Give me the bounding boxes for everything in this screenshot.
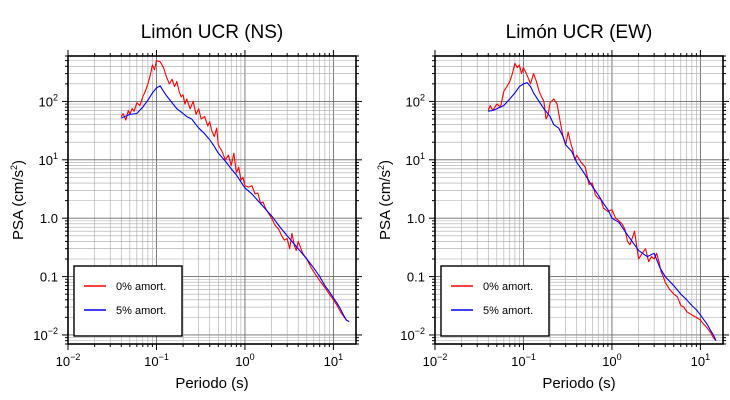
y-tick-base: 10: [39, 94, 53, 109]
y-axis-label-main: PSA (cm/s: [10, 170, 27, 240]
y-axis-label: PSA (cm/s2): [376, 160, 394, 240]
x-tick-exp: 0: [250, 352, 255, 362]
x-tick-label: 10−2: [423, 352, 448, 369]
y-tick-base: 10: [406, 153, 420, 168]
x-tick-exp: −2: [437, 352, 447, 362]
tick-marks: [62, 50, 362, 350]
x-tick-base: 10: [602, 354, 616, 369]
x-tick-label: 101: [324, 352, 343, 369]
series-group: [120, 60, 350, 322]
x-tick-exp: 1: [338, 352, 343, 362]
x-tick-label: 10−2: [56, 352, 81, 369]
tick-marks: [429, 50, 729, 350]
y-tick-label: 101: [39, 151, 58, 168]
x-tick-base: 10: [235, 354, 249, 369]
series-group: [487, 62, 717, 341]
y-tick-label: 102: [406, 92, 425, 109]
legend-box: [73, 265, 183, 337]
x-axis-label: Periodo (s): [542, 375, 615, 392]
x-tick-exp: 1: [705, 352, 710, 362]
legend: 0% amort. 5% amort.: [440, 265, 550, 337]
x-tick-base: 10: [324, 354, 338, 369]
legend: 0% amort. 5% amort.: [73, 265, 183, 337]
y-tick-exp: 2: [53, 92, 58, 102]
legend-label: 0% amort.: [483, 281, 533, 293]
x-tick-label: 10−1: [144, 352, 169, 369]
y-tick-label: 1.0: [407, 211, 425, 226]
x-tick-base: 10: [691, 354, 705, 369]
plot-frame: [434, 55, 724, 345]
legend-box: [440, 265, 550, 337]
x-tick-exp: 0: [617, 352, 622, 362]
y-tick-label: 10−2: [33, 326, 58, 343]
legend-label: 0% amort.: [116, 281, 166, 293]
x-tick-label: 100: [235, 352, 254, 369]
y-tick-text: 0.1: [40, 270, 58, 285]
y-axis-label-tail: ): [10, 160, 27, 165]
y-tick-base: 10: [406, 94, 420, 109]
chart-title: Limón UCR (NS): [141, 22, 284, 43]
x-tick-base: 10: [144, 354, 158, 369]
y-tick-label: 10−2: [400, 326, 425, 343]
y-axis-label-sup: 2: [9, 165, 19, 170]
x-tick-label: 10−1: [511, 352, 536, 369]
x-tick-exp: −2: [70, 352, 80, 362]
y-tick-label: 0.1: [40, 270, 58, 285]
x-axis-label: Periodo (s): [175, 375, 248, 392]
y-tick-base: 10: [400, 328, 414, 343]
series-line-0pct: [120, 60, 350, 322]
y-tick-text: 1.0: [40, 211, 58, 226]
y-tick-base: 10: [39, 153, 53, 168]
x-tick-exp: −1: [526, 352, 536, 362]
y-tick-exp: 1: [53, 151, 58, 161]
y-axis-label-sup: 2: [376, 165, 386, 170]
y-tick-label: 1.0: [40, 211, 58, 226]
y-tick-label: 0.1: [407, 270, 425, 285]
series-line-5pct: [121, 85, 350, 322]
y-axis-label: PSA (cm/s2): [9, 160, 27, 240]
legend-label: 5% amort.: [483, 305, 533, 317]
y-tick-base: 10: [33, 328, 47, 343]
y-tick-text: 0.1: [407, 270, 425, 285]
y-tick-exp: 2: [420, 92, 425, 102]
plot-frame: [67, 55, 357, 345]
y-tick-exp: −2: [415, 326, 425, 336]
y-tick-exp: 1: [420, 151, 425, 161]
grid: [435, 56, 723, 344]
x-tick-label: 100: [602, 352, 621, 369]
y-tick-label: 102: [39, 92, 58, 109]
y-axis-label-main: PSA (cm/s: [377, 170, 394, 240]
y-axis-label-tail: ): [377, 160, 394, 165]
x-tick-label: 101: [691, 352, 710, 369]
y-tick-label: 101: [406, 151, 425, 168]
legend-label: 5% amort.: [116, 305, 166, 317]
x-tick-base: 10: [56, 354, 70, 369]
x-tick-exp: −1: [159, 352, 169, 362]
y-tick-text: 1.0: [407, 211, 425, 226]
y-tick-exp: −2: [48, 326, 58, 336]
x-tick-base: 10: [423, 354, 437, 369]
x-tick-base: 10: [511, 354, 525, 369]
series-line-5pct: [488, 82, 717, 341]
chart-title: Limón UCR (EW): [506, 22, 653, 43]
